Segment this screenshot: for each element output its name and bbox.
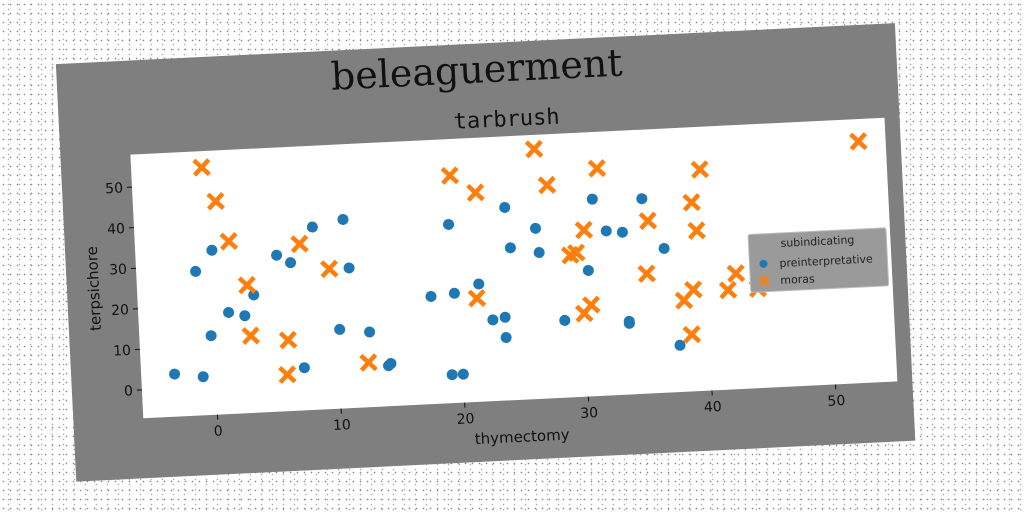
point-preinterpretative — [499, 201, 511, 213]
point-moras — [587, 159, 607, 178]
point-moras — [278, 330, 298, 350]
scatter-chart: tarbrush 0 10 20 30 40 50 0 10 20 30 40 50 thymecto… — [83, 105, 898, 449]
point-preinterpretative — [533, 247, 545, 259]
point-preinterpretative — [529, 222, 541, 234]
point-preinterpretative — [499, 311, 511, 323]
legend: subindicating preinterpretative moras — [747, 227, 890, 293]
point-preinterpretative — [448, 287, 460, 299]
x-tick-label: 0 — [213, 423, 223, 439]
point-preinterpretative — [306, 221, 318, 233]
plot-area — [130, 117, 898, 419]
point-moras — [567, 243, 586, 263]
y-tick-label: 20 — [111, 302, 130, 319]
figure-card: beleaguerment tarbrush 0 10 20 30 40 50 0 10 20 3… — [55, 23, 916, 482]
point-moras — [219, 232, 239, 251]
point-moras — [582, 295, 601, 315]
point-moras — [467, 289, 487, 308]
point-preinterpretative — [582, 264, 594, 276]
point-moras — [690, 160, 710, 179]
y-tick-label: 0 — [124, 383, 134, 399]
legend-marker-preinterpretative — [759, 259, 768, 268]
point-preinterpretative — [298, 362, 310, 374]
point-preinterpretative — [190, 265, 202, 277]
point-preinterpretative — [205, 330, 217, 342]
point-preinterpretative — [500, 332, 512, 344]
y-tick-label: 30 — [109, 262, 128, 279]
legend-marker-moras — [758, 275, 770, 287]
point-moras — [687, 221, 706, 240]
point-moras — [192, 158, 211, 177]
point-moras — [320, 259, 339, 279]
axes: 0 10 20 30 40 50 0 10 20 30 40 50 — [105, 181, 846, 440]
chart-title: tarbrush — [453, 105, 560, 135]
point-preinterpretative — [364, 326, 376, 338]
point-preinterpretative — [169, 368, 181, 380]
point-moras — [718, 280, 738, 300]
point-preinterpretative — [197, 371, 209, 383]
point-moras — [466, 183, 485, 202]
x-tick-label: 30 — [580, 405, 599, 422]
point-preinterpretative — [616, 226, 628, 238]
point-preinterpretative — [425, 290, 437, 302]
point-preinterpretative — [600, 225, 612, 237]
point-preinterpretative — [206, 244, 218, 256]
point-moras — [237, 275, 257, 295]
point-preinterpretative — [473, 278, 485, 290]
y-axis-label: terpsichore — [83, 246, 105, 332]
point-preinterpretative — [586, 193, 598, 205]
point-moras — [537, 175, 557, 195]
point-preinterpretative — [385, 357, 397, 369]
point-moras — [637, 264, 657, 283]
legend-box — [747, 227, 890, 293]
point-preinterpretative — [285, 257, 297, 269]
point-preinterpretative — [248, 289, 260, 301]
point-preinterpretative — [487, 314, 499, 326]
point-moras — [241, 326, 261, 346]
point-preinterpretative — [636, 193, 648, 205]
point-preinterpretative — [239, 310, 251, 322]
point-moras — [684, 280, 703, 300]
point-moras — [574, 220, 594, 240]
data-points — [169, 132, 868, 384]
point-preinterpretative — [337, 213, 349, 225]
x-tick-label: 50 — [827, 393, 846, 410]
point-preinterpretative — [343, 262, 355, 274]
point-moras — [682, 325, 702, 344]
point-preinterpretative — [334, 323, 346, 335]
point-moras — [206, 192, 225, 211]
point-moras — [290, 234, 309, 254]
x-tick-label: 20 — [456, 411, 475, 428]
point-preinterpretative — [443, 218, 455, 230]
y-tick-label: 50 — [105, 181, 124, 198]
point-moras — [359, 353, 378, 372]
x-tick-label: 40 — [703, 399, 722, 416]
point-moras — [278, 365, 297, 384]
point-preinterpretative — [559, 314, 571, 326]
point-moras — [726, 264, 746, 283]
x-axis-label: thymectomy — [474, 426, 570, 449]
point-preinterpretative — [271, 249, 283, 261]
point-moras — [440, 166, 460, 185]
point-preinterpretative — [504, 242, 516, 254]
point-preinterpretative — [223, 306, 235, 318]
y-tick-label: 40 — [107, 221, 126, 238]
legend-label-moras: moras — [780, 272, 815, 287]
point-moras — [638, 211, 658, 231]
legend-label-preinterpretative: preinterpretative — [779, 252, 873, 270]
point-preinterpretative — [658, 242, 670, 254]
point-preinterpretative — [457, 368, 469, 380]
x-tick-label: 10 — [333, 417, 352, 434]
point-preinterpretative — [623, 315, 635, 327]
point-preinterpretative — [674, 339, 686, 351]
point-moras — [849, 132, 868, 151]
point-moras — [524, 139, 544, 159]
point-preinterpretative — [446, 369, 458, 381]
y-tick-label: 10 — [113, 343, 132, 360]
point-moras — [682, 193, 701, 212]
legend-title: subindicating — [780, 233, 854, 250]
